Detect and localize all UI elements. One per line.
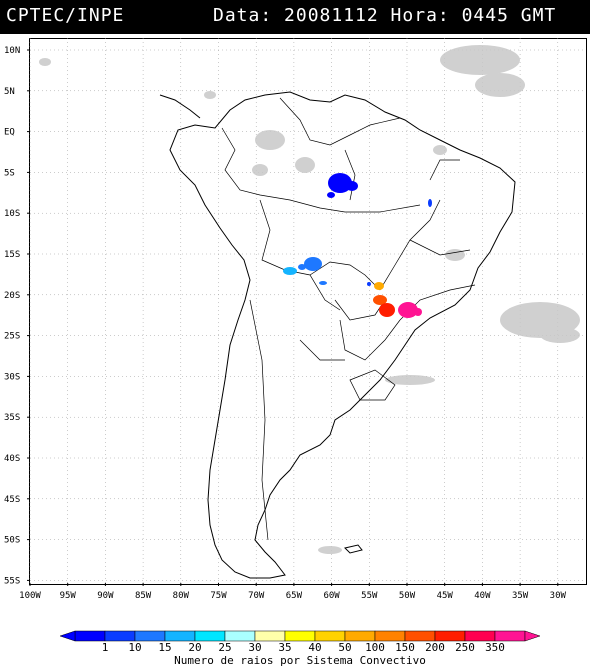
legend-swatch bbox=[344, 630, 376, 642]
legend-tick: 20 bbox=[188, 641, 201, 654]
legend-swatch bbox=[404, 630, 436, 642]
lon-label: 95W bbox=[60, 591, 77, 601]
lat-label: 10N bbox=[4, 46, 20, 56]
latitude-labels: 10N 5N EQ 5S 10S 15S 20S 25S 30S 35S 40S 45S 50S 55S bbox=[4, 46, 30, 586]
lon-label: 35W bbox=[512, 591, 529, 601]
lon-label: 85W bbox=[135, 591, 152, 601]
falklands bbox=[344, 544, 363, 554]
legend-tick: 30 bbox=[248, 641, 261, 654]
lightning-cluster-bolivia-west bbox=[283, 267, 297, 275]
legend-title: Numero de raios por Sistema Convectivo bbox=[174, 654, 426, 667]
lat-label: 50S bbox=[4, 536, 20, 546]
lightning-cluster-sao-paulo bbox=[398, 302, 422, 318]
legend-swatch bbox=[194, 630, 226, 642]
lat-label: 35S bbox=[4, 413, 20, 423]
lat-label: 25S bbox=[4, 332, 20, 342]
legend-tick: 25 bbox=[218, 641, 231, 654]
agency-label: CPTEC/INPE bbox=[6, 5, 125, 26]
legend-tick: 150 bbox=[395, 641, 415, 654]
central-america bbox=[159, 94, 201, 119]
legend-swatch bbox=[74, 630, 106, 642]
lat-label: 45S bbox=[4, 495, 20, 505]
lightning-cluster-parana bbox=[373, 295, 395, 317]
lightning-clusters bbox=[283, 173, 432, 318]
legend-tick: 1 bbox=[102, 641, 109, 654]
legend-arrow-left bbox=[59, 630, 76, 642]
lon-label: 80W bbox=[173, 591, 190, 601]
date-time-label: Data: 20081112 Hora: 0445 GMT bbox=[213, 5, 557, 26]
lightning-cluster-amazon bbox=[327, 173, 358, 198]
lat-label: EQ bbox=[4, 128, 15, 138]
lightning-cluster-bolivia-east bbox=[298, 257, 327, 285]
lon-label: 65W bbox=[286, 591, 303, 601]
legend-swatch bbox=[224, 630, 256, 642]
legend-swatch bbox=[434, 630, 466, 642]
lat-label: 5S bbox=[4, 168, 15, 178]
legend-tick: 40 bbox=[308, 641, 321, 654]
lat-label: 20S bbox=[4, 291, 20, 301]
legend-tick: 200 bbox=[425, 641, 445, 654]
coastlines bbox=[159, 91, 516, 579]
longitude-labels: 100W 95W 90W 85W 80W 75W 70W 65W 60W 55W 50W 45W 40W… bbox=[19, 583, 567, 601]
lon-label: 30W bbox=[550, 591, 567, 601]
lightning-cluster-mato-grosso bbox=[367, 282, 384, 290]
lon-label: 75W bbox=[210, 591, 227, 601]
header-bar: CPTEC/INPE Data: 20081112 Hora: 0445 GMT bbox=[0, 0, 590, 34]
legend-swatch bbox=[164, 630, 196, 642]
legend-tick: 15 bbox=[158, 641, 171, 654]
lon-label: 90W bbox=[97, 591, 114, 601]
lon-label: 50W bbox=[399, 591, 416, 601]
legend-tick: 250 bbox=[455, 641, 475, 654]
legend-swatch bbox=[284, 630, 316, 642]
legend-tick: 50 bbox=[338, 641, 351, 654]
lat-label: 5N bbox=[4, 87, 15, 97]
lat-label: 55S bbox=[4, 576, 20, 586]
lon-label: 60W bbox=[323, 591, 340, 601]
legend-swatch bbox=[314, 630, 346, 642]
legend-arrow-right bbox=[524, 630, 541, 642]
legend-swatch bbox=[254, 630, 286, 642]
legend-swatch bbox=[374, 630, 406, 642]
legend-tick-labels: 1 10 15 20 25 30 35 40 50 100 150 200 250 350 bbox=[102, 641, 505, 654]
legend-swatch bbox=[494, 630, 526, 642]
lat-label: 30S bbox=[4, 372, 20, 382]
legend-colorbar bbox=[59, 630, 541, 642]
legend-tick: 100 bbox=[365, 641, 385, 654]
lon-label: 70W bbox=[248, 591, 265, 601]
legend-swatch bbox=[464, 630, 496, 642]
map-frame bbox=[29, 38, 587, 585]
legend-tick: 10 bbox=[128, 641, 141, 654]
legend-tick: 35 bbox=[278, 641, 291, 654]
lon-label: 45W bbox=[437, 591, 454, 601]
lat-label: 10S bbox=[4, 209, 20, 219]
lat-label: 40S bbox=[4, 454, 20, 464]
lon-label: 55W bbox=[361, 591, 378, 601]
lon-label: 40W bbox=[474, 591, 491, 601]
lightning-cluster-north-east bbox=[428, 199, 432, 207]
legend-swatch bbox=[104, 630, 136, 642]
south-america-coastline bbox=[169, 91, 516, 579]
lat-label: 15S bbox=[4, 250, 20, 260]
legend-tick: 350 bbox=[485, 641, 505, 654]
legend-swatch bbox=[134, 630, 166, 642]
cloud-cover bbox=[39, 45, 580, 554]
graticule bbox=[29, 38, 585, 583]
lon-label: 100W bbox=[19, 591, 41, 601]
